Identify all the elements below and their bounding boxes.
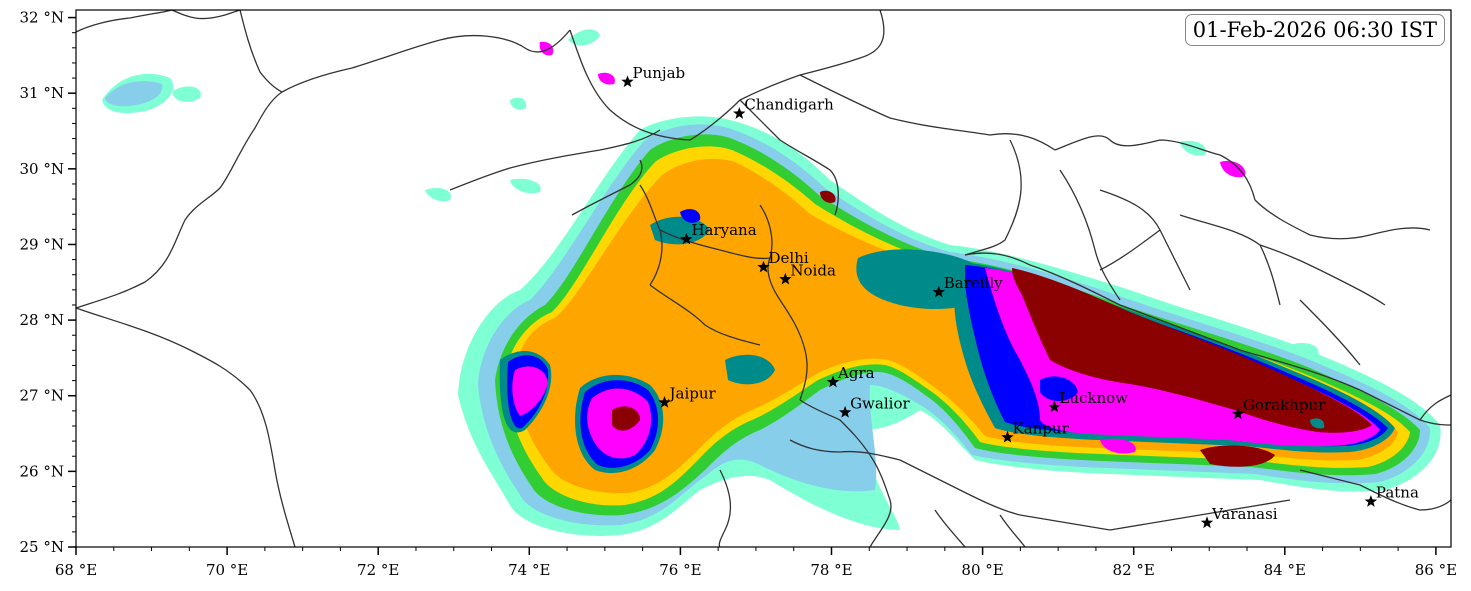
city-label: Bareilly bbox=[944, 274, 1003, 292]
city-label: Punjab bbox=[633, 64, 686, 82]
city-star-marker bbox=[779, 272, 792, 285]
map-frame bbox=[75, 9, 1452, 548]
y-tick-label: 32 °N bbox=[20, 9, 64, 27]
administrative-boundaries bbox=[75, 9, 1452, 548]
city-star-marker bbox=[680, 232, 693, 245]
x-tick-label: 74 °E bbox=[508, 561, 550, 579]
city-star-marker bbox=[733, 107, 746, 119]
city-star-marker bbox=[1001, 430, 1014, 443]
x-tick-label: 82 °E bbox=[1113, 561, 1155, 579]
x-tick-label: 78 °E bbox=[810, 561, 852, 579]
city-star-marker bbox=[826, 375, 840, 388]
x-tick-label: 76 °E bbox=[659, 561, 701, 579]
y-tick-label: 28 °N bbox=[20, 311, 64, 329]
city-star-marker bbox=[621, 75, 634, 88]
city-label: Chandigarh bbox=[744, 96, 834, 114]
precip-detail-patches bbox=[1040, 376, 1325, 454]
y-tick-label: 27 °N bbox=[20, 387, 64, 405]
city-label: Haryana bbox=[691, 221, 756, 239]
y-tick-label: 29 °N bbox=[20, 235, 64, 253]
timestamp-label: 01-Feb-2026 06:30 IST bbox=[1184, 14, 1445, 46]
city-label: Agra bbox=[837, 364, 875, 382]
precip-level9-region bbox=[612, 190, 1372, 467]
y-tick-label: 31 °N bbox=[20, 84, 64, 102]
city-label: Lucknow bbox=[1059, 389, 1128, 407]
city-star-marker bbox=[932, 285, 945, 298]
city-label: Noida bbox=[790, 261, 836, 279]
x-tick-label: 70 °E bbox=[206, 561, 248, 579]
y-tick-label: 25 °N bbox=[20, 538, 64, 556]
x-tick-label: 68 °E bbox=[55, 561, 97, 579]
y-tick-label: 26 °N bbox=[20, 462, 64, 480]
x-tick-label: 86 °E bbox=[1415, 561, 1457, 579]
city-label: Gorakhpur bbox=[1243, 396, 1326, 414]
x-tick-label: 72 °E bbox=[357, 561, 399, 579]
city-label: Gwalior bbox=[850, 394, 910, 412]
city-label: Jaipur bbox=[668, 385, 717, 403]
city-label: Kanpur bbox=[1013, 419, 1070, 437]
precipitation-layer bbox=[102, 29, 1441, 536]
longitude-axis: 68 °E 70 °E 72 °E 74 °E 76 °E 78 °E 80 °E 82 °E… bbox=[55, 547, 1457, 579]
city-star-marker bbox=[757, 260, 770, 273]
latitude-axis: 25 °N 26 °N 27 °N 28 °N 29 °N 30 °N 31 °N 32 °N bbox=[20, 9, 76, 556]
city-label: Varanasi bbox=[1211, 505, 1278, 523]
city-star-marker bbox=[838, 405, 852, 418]
city-star-marker bbox=[1200, 516, 1214, 529]
y-tick-label: 30 °N bbox=[20, 160, 64, 178]
x-tick-label: 84 °E bbox=[1264, 561, 1306, 579]
city-label: Patna bbox=[1376, 484, 1419, 502]
city-star-marker bbox=[1364, 495, 1378, 507]
city-star-marker bbox=[1231, 407, 1245, 420]
city-label: Delhi bbox=[769, 249, 809, 267]
city-star-marker bbox=[658, 396, 671, 408]
city-star-marker bbox=[1048, 400, 1061, 413]
x-tick-label: 80 °E bbox=[961, 561, 1003, 579]
